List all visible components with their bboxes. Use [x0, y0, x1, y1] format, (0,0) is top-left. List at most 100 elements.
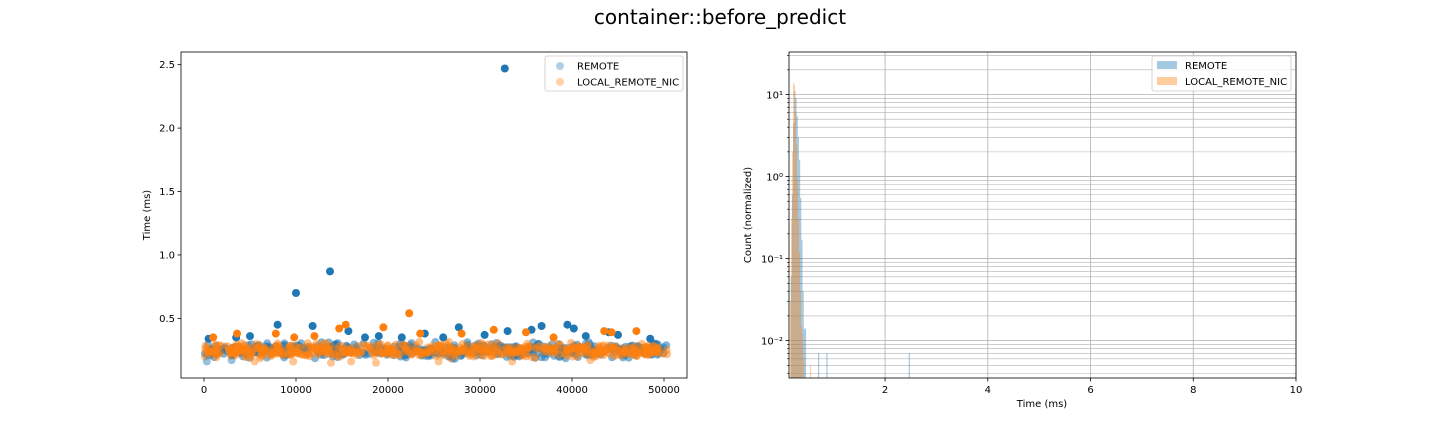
scatter-y-tick-label: 2.5 [159, 60, 175, 71]
scatter-band-point [609, 342, 618, 351]
histogram-bar [794, 85, 796, 379]
scatter-series-local-remote-nic [209, 309, 641, 367]
scatter-x-tick-label: 40000 [556, 385, 588, 396]
scatter-point [335, 324, 344, 333]
scatter-point [549, 333, 558, 342]
histogram-bar [797, 137, 799, 378]
histogram-bar [797, 180, 799, 378]
scatter-band-point [522, 352, 531, 361]
scatter-point [341, 320, 350, 329]
scatter-point [646, 334, 655, 343]
scatter-band-point [451, 347, 460, 355]
scatter-band-point [293, 343, 302, 352]
scatter-point [361, 333, 369, 342]
scatter-y-tick-label: 2.0 [159, 124, 175, 135]
scatter-band-point [346, 345, 355, 354]
scatter-point [347, 357, 356, 366]
scatter-axes-frame [180, 51, 688, 379]
histogram-x-tick-label: 2 [882, 385, 888, 396]
histogram-x-tick-label: 6 [1087, 385, 1093, 396]
scatter-band-point [652, 347, 661, 356]
scatter-plot-area [181, 52, 687, 378]
histogram-legend-box [1151, 55, 1292, 92]
histogram-y-tick-label: 10⁰ [766, 173, 783, 184]
scatter-point [508, 357, 517, 366]
scatter-point [600, 327, 609, 336]
histogram-bars [790, 82, 910, 379]
scatter-band-point [591, 350, 600, 359]
scatter-band-point [531, 353, 540, 362]
scatter-point [614, 330, 622, 339]
histogram-bar [795, 112, 797, 378]
scatter-point [632, 327, 641, 336]
histogram-bar [802, 334, 804, 378]
scatter-band-point [489, 351, 498, 359]
scatter-band-point [403, 341, 412, 350]
scatter-point [434, 357, 443, 366]
scatter-point [405, 309, 414, 318]
scatter-point [344, 327, 353, 336]
scatter-band-point [376, 347, 385, 356]
scatter-point [379, 323, 388, 332]
scatter-point [563, 320, 572, 329]
scatter-band-point [314, 348, 323, 357]
scatter-band-point [303, 339, 312, 348]
scatter-band-point [508, 348, 517, 357]
scatter-band-point [540, 348, 549, 356]
histogram-bar [790, 276, 792, 378]
scatter-x-tick-label: 50000 [648, 385, 680, 396]
scatter-band-point [621, 344, 630, 353]
histogram-y-tick-label: 10⁻² [761, 337, 783, 348]
histogram-legend-patch-remote [1157, 61, 1177, 69]
scatter-y-tick-label: 1.5 [159, 187, 175, 198]
scatter-band-point [479, 340, 488, 349]
scatter-point [289, 357, 298, 366]
scatter-band-point [470, 352, 479, 361]
scatter-legend-label-remote: REMOTE [577, 62, 619, 73]
histogram-bar [908, 353, 910, 378]
histogram-y-axis: 10⁻² 10⁻¹ 10⁰ 10¹ [761, 55, 789, 374]
scatter-point [500, 64, 509, 73]
scatter-y-tick-label: 1.0 [159, 250, 175, 261]
scatter-legend-box [544, 55, 684, 92]
histogram-bar [795, 98, 797, 378]
scatter-point [569, 324, 578, 333]
scatter-band-point [230, 345, 239, 354]
scatter-point [250, 357, 259, 366]
scatter-point [522, 328, 530, 337]
scatter-band-point [581, 343, 590, 352]
scatter-band-point [632, 352, 641, 361]
scatter-band-point [204, 349, 213, 357]
histogram-axes-frame [788, 51, 1297, 379]
scatter-legend-marker-local-remote-nic [556, 78, 564, 86]
scatter-legend-label-local-remote-nic: LOCAL_REMOTE_NIC [577, 78, 679, 89]
histogram-bar [796, 143, 798, 378]
histogram-bar [810, 365, 812, 378]
histogram-x-tick-label: 8 [1190, 385, 1196, 396]
scatter-band-point [434, 341, 443, 350]
scatter-band-point [663, 350, 671, 359]
scatter-point [308, 322, 317, 330]
scatter-band-point [212, 353, 221, 362]
scatter-band-point [464, 342, 473, 351]
histogram-bar [791, 219, 793, 378]
scatter-band-point [360, 340, 368, 349]
scatter-point [397, 333, 406, 342]
scatter-point [292, 289, 300, 297]
scatter-point [209, 333, 218, 342]
figure-title: container::before_predict [594, 5, 846, 29]
histogram-bar [798, 159, 801, 378]
scatter-y-axis: 0.5 1.0 1.5 2.0 2.5 [159, 60, 181, 325]
scatter-x-tick-label: 30000 [464, 385, 496, 396]
scatter-x-tick-label: 10000 [280, 385, 312, 396]
scatter-y-axis-label: Time (ms) [142, 190, 153, 242]
scatter-dense-band [200, 337, 671, 363]
histogram-bar [793, 122, 795, 378]
scatter-point [454, 323, 463, 332]
scatter-point [273, 320, 282, 329]
histogram-legend-label-local-remote-nic: LOCAL_REMOTE_NIC [1185, 77, 1287, 88]
scatter-x-tick-label: 20000 [372, 385, 404, 396]
scatter-band-point [528, 342, 536, 351]
histogram-plot-area [789, 52, 1296, 378]
histogram-bar [801, 326, 803, 378]
